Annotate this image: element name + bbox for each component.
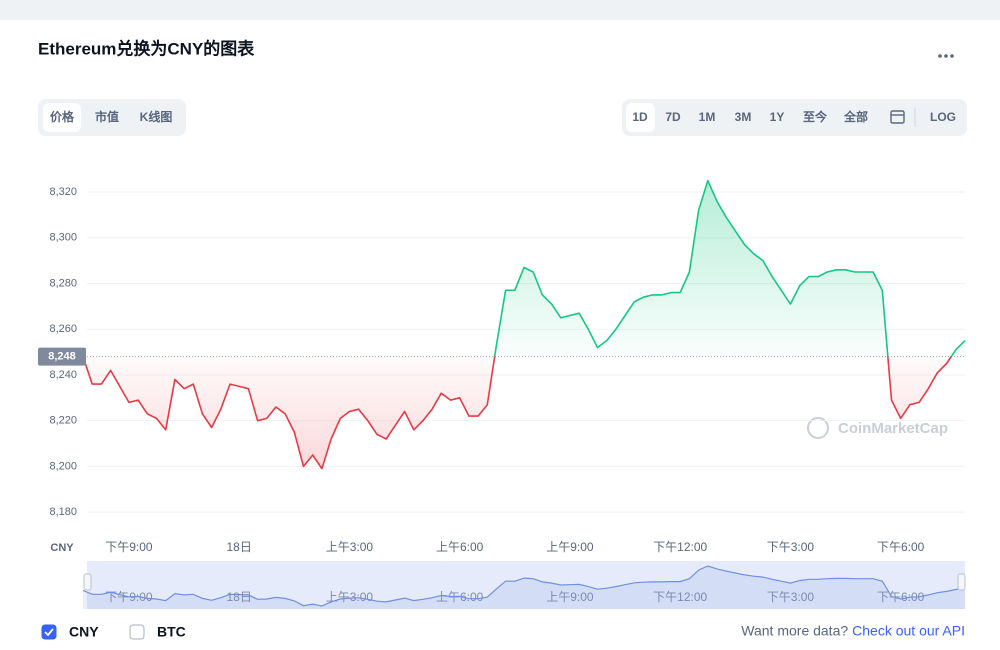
navigator-handle[interactable] — [957, 573, 966, 591]
navigator-handle[interactable] — [83, 573, 92, 591]
navigator-label: 上午3:00 — [326, 590, 374, 604]
log-button[interactable]: LOG — [930, 110, 956, 124]
more-menu[interactable] — [938, 54, 954, 58]
x-tick-label: 下午6:00 — [877, 540, 925, 554]
y-tick-label: 8,220 — [49, 415, 77, 427]
watermark-logo — [807, 417, 829, 439]
calendar-icon[interactable] — [890, 110, 905, 124]
navigator-label: 下午3:00 — [767, 590, 815, 604]
range-button[interactable]: 至今 — [803, 109, 828, 124]
navigator-label: 18日 — [227, 590, 252, 604]
top-band — [0, 0, 1000, 20]
x-tick-label: 下午3:00 — [767, 540, 815, 554]
y-tick-label: 8,300 — [49, 232, 77, 244]
checkbox[interactable] — [129, 624, 145, 640]
navigator-label: 上午9:00 — [546, 590, 594, 604]
x-tick-label: 18日 — [227, 540, 252, 554]
tab[interactable]: 市值 — [95, 109, 119, 124]
active-tab-bg — [43, 103, 81, 132]
dot — [938, 54, 942, 58]
calendar-body — [890, 110, 905, 124]
watermark: CoinMarketCap — [838, 420, 948, 437]
range-button[interactable]: 1M — [699, 110, 716, 124]
x-tick-label: 下午9:00 — [105, 540, 153, 554]
navigator-area — [83, 566, 965, 609]
x-tick-label: 上午9:00 — [546, 540, 594, 554]
navigator-label: 下午6:00 — [877, 590, 925, 604]
dot — [944, 54, 948, 58]
dot — [950, 54, 954, 58]
navigator-line — [82, 565, 966, 607]
reference-label-bg — [38, 347, 86, 366]
tab[interactable]: 价格 — [50, 109, 75, 124]
range-button[interactable]: 1Y — [770, 110, 785, 124]
y-tick-label: 8,260 — [49, 323, 77, 335]
navigator-label: 上午6:00 — [436, 590, 484, 604]
x-tick-label: 上午6:00 — [436, 540, 484, 554]
footer-prompt: Want more data? — [741, 623, 848, 639]
area-fill — [83, 180, 965, 469]
active-range-bg — [626, 103, 655, 132]
range-button[interactable]: 3M — [735, 110, 752, 124]
y-unit: CNY — [50, 542, 74, 554]
range-button[interactable]: 全部 — [843, 109, 868, 124]
checkbox[interactable] — [41, 624, 57, 640]
legend-label[interactable]: CNY — [69, 624, 99, 640]
tab[interactable]: K线图 — [140, 109, 173, 124]
api-link[interactable]: Check out our API — [852, 623, 965, 639]
legend-label[interactable]: BTC — [157, 624, 186, 640]
navigator-bg — [87, 561, 965, 609]
range-button[interactable]: 1D — [632, 110, 648, 124]
y-tick-label: 8,280 — [49, 277, 77, 289]
range-group — [622, 99, 967, 136]
range-button[interactable]: 7D — [665, 110, 681, 124]
logo-ring — [807, 417, 829, 439]
y-tick-label: 8,200 — [49, 460, 77, 472]
y-tick-label: 8,240 — [49, 369, 77, 381]
navigator-label: 下午12:00 — [653, 590, 707, 604]
chart-title: Ethereum兑换为CNY的图表 — [38, 38, 255, 58]
x-tick-label: 上午3:00 — [326, 540, 374, 554]
reference-label: 8,248 — [48, 351, 76, 363]
checkmark — [44, 628, 54, 637]
y-tick-label: 8,180 — [49, 506, 77, 518]
y-tick-label: 8,320 — [49, 186, 77, 198]
x-tick-label: 下午12:00 — [653, 540, 707, 554]
price-line — [82, 179, 966, 470]
